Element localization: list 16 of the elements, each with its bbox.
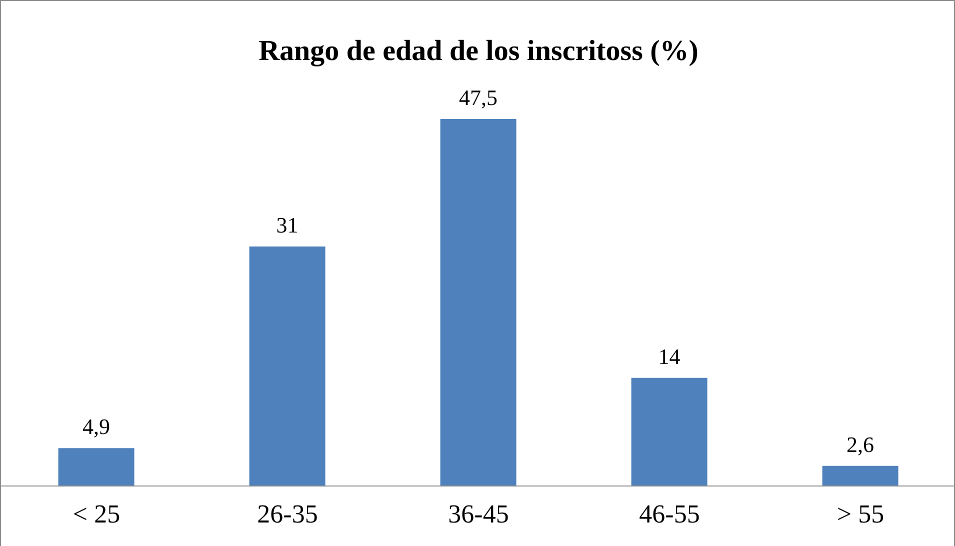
data-label: 31	[276, 212, 298, 238]
data-label: 2,6	[846, 432, 874, 457]
data-label: 4,9	[82, 414, 110, 440]
x-tick-label: > 55	[836, 499, 884, 528]
x-tick-label: < 25	[72, 499, 120, 528]
x-tick-label: 46-55	[639, 499, 700, 528]
x-tick-label: 26-35	[257, 499, 318, 528]
bar	[58, 448, 134, 486]
data-label: 47,5	[459, 85, 498, 110]
chart-title: Rango de edad de los inscritoss (%)	[258, 35, 700, 68]
bar	[631, 378, 708, 486]
data-label: 14	[658, 344, 680, 369]
bar	[822, 466, 898, 486]
x-tick-label: 36-45	[448, 499, 509, 528]
bar	[249, 246, 326, 486]
bar	[440, 119, 516, 486]
